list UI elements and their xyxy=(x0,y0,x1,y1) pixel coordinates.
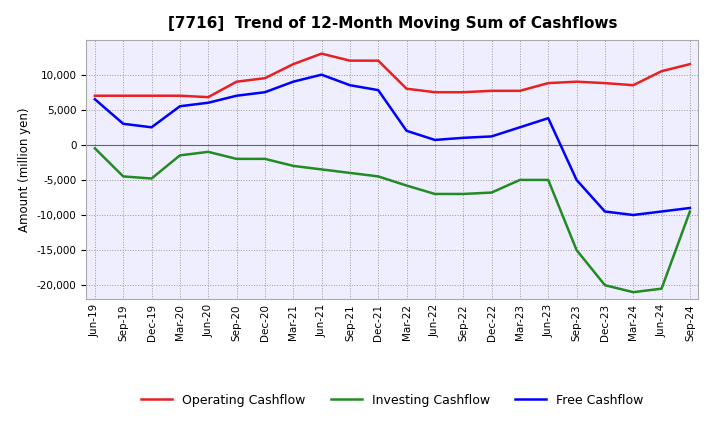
Investing Cashflow xyxy=(685,209,694,214)
Investing Cashflow xyxy=(572,247,581,253)
Investing Cashflow xyxy=(431,191,439,197)
Free Cashflow xyxy=(204,100,212,106)
Line: Operating Cashflow: Operating Cashflow xyxy=(95,54,690,97)
Line: Investing Cashflow: Investing Cashflow xyxy=(95,148,690,292)
Operating Cashflow xyxy=(572,79,581,84)
Investing Cashflow xyxy=(346,170,354,176)
Investing Cashflow xyxy=(516,177,524,183)
Title: [7716]  Trend of 12-Month Moving Sum of Cashflows: [7716] Trend of 12-Month Moving Sum of C… xyxy=(168,16,617,32)
Operating Cashflow xyxy=(91,93,99,99)
Free Cashflow xyxy=(91,97,99,102)
Investing Cashflow xyxy=(487,190,496,195)
Operating Cashflow xyxy=(516,88,524,93)
Operating Cashflow xyxy=(657,69,666,74)
Line: Free Cashflow: Free Cashflow xyxy=(95,75,690,215)
Operating Cashflow xyxy=(487,88,496,93)
Investing Cashflow xyxy=(629,290,637,295)
Operating Cashflow xyxy=(629,83,637,88)
Operating Cashflow xyxy=(402,86,411,92)
Y-axis label: Amount (million yen): Amount (million yen) xyxy=(18,107,31,231)
Free Cashflow xyxy=(459,135,467,140)
Investing Cashflow xyxy=(91,146,99,151)
Free Cashflow xyxy=(685,205,694,211)
Free Cashflow xyxy=(261,90,269,95)
Operating Cashflow xyxy=(685,62,694,67)
Free Cashflow xyxy=(516,125,524,130)
Free Cashflow xyxy=(233,93,241,99)
Free Cashflow xyxy=(431,137,439,143)
Free Cashflow xyxy=(402,128,411,133)
Free Cashflow xyxy=(657,209,666,214)
Investing Cashflow xyxy=(233,156,241,161)
Legend: Operating Cashflow, Investing Cashflow, Free Cashflow: Operating Cashflow, Investing Cashflow, … xyxy=(136,389,649,411)
Free Cashflow xyxy=(487,134,496,139)
Investing Cashflow xyxy=(459,191,467,197)
Free Cashflow xyxy=(346,83,354,88)
Investing Cashflow xyxy=(544,177,552,183)
Operating Cashflow xyxy=(176,93,184,99)
Operating Cashflow xyxy=(261,76,269,81)
Free Cashflow xyxy=(318,72,326,77)
Investing Cashflow xyxy=(261,156,269,161)
Free Cashflow xyxy=(629,213,637,218)
Operating Cashflow xyxy=(459,90,467,95)
Investing Cashflow xyxy=(402,183,411,188)
Free Cashflow xyxy=(374,88,382,93)
Free Cashflow xyxy=(600,209,609,214)
Investing Cashflow xyxy=(289,163,297,169)
Operating Cashflow xyxy=(289,62,297,67)
Investing Cashflow xyxy=(119,174,127,179)
Free Cashflow xyxy=(148,125,156,130)
Operating Cashflow xyxy=(346,58,354,63)
Free Cashflow xyxy=(289,79,297,84)
Investing Cashflow xyxy=(176,153,184,158)
Investing Cashflow xyxy=(204,149,212,154)
Investing Cashflow xyxy=(318,167,326,172)
Free Cashflow xyxy=(119,121,127,126)
Operating Cashflow xyxy=(600,81,609,86)
Operating Cashflow xyxy=(544,81,552,86)
Operating Cashflow xyxy=(374,58,382,63)
Operating Cashflow xyxy=(233,79,241,84)
Investing Cashflow xyxy=(657,286,666,291)
Free Cashflow xyxy=(572,177,581,183)
Operating Cashflow xyxy=(318,51,326,56)
Operating Cashflow xyxy=(431,90,439,95)
Investing Cashflow xyxy=(374,174,382,179)
Investing Cashflow xyxy=(148,176,156,181)
Free Cashflow xyxy=(544,116,552,121)
Free Cashflow xyxy=(176,103,184,109)
Operating Cashflow xyxy=(119,93,127,99)
Operating Cashflow xyxy=(148,93,156,99)
Operating Cashflow xyxy=(204,95,212,100)
Investing Cashflow xyxy=(600,282,609,288)
